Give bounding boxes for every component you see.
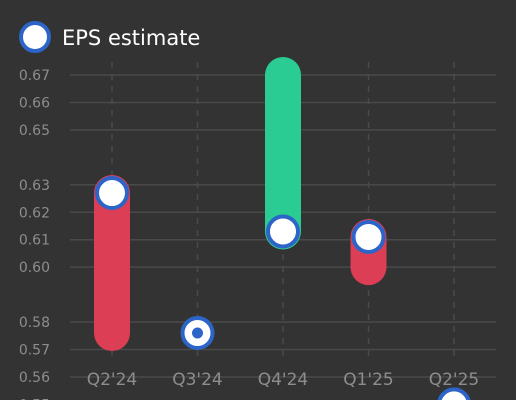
legend-marker (19, 21, 51, 53)
estimate-marker (351, 219, 386, 254)
y-tick-label: 0.60 (19, 260, 50, 276)
estimate-marker (266, 214, 300, 249)
x-tick-label: Q1'25 (343, 370, 394, 390)
x-axis: Q2'24 Q3'24 Q4'24 Q1'25 Q2'25 (87, 370, 480, 390)
range-bar (265, 57, 301, 250)
y-tick-label: 0.57 (19, 343, 50, 359)
y-tick-label: 0.58 (19, 315, 50, 331)
y-tick-label: 0.65 (19, 123, 50, 139)
y-tick-label: 0.63 (19, 178, 50, 194)
y-tick-label: 0.66 (19, 95, 50, 111)
estimate-marker (437, 387, 471, 400)
y-axis: 0.55 0.56 0.57 0.58 0.60 0.61 0.62 0.63 0.65 0.66… (19, 68, 50, 400)
estimate-markers (95, 176, 471, 400)
x-tick-label: Q2'24 (87, 370, 138, 390)
range-bar (94, 175, 130, 352)
legend: EPS estimate (19, 21, 200, 53)
y-tick-label: 0.56 (19, 370, 50, 386)
x-tick-label: Q3'24 (172, 370, 223, 390)
y-tick-label: 0.67 (19, 68, 50, 84)
estimate-marker-dot (192, 327, 203, 339)
range-bars (94, 57, 387, 352)
x-tick-label: Q4'24 (258, 370, 309, 390)
x-tick-label: Q2'25 (429, 370, 480, 390)
legend-label: EPS estimate (62, 26, 200, 50)
y-tick-label: 0.61 (19, 233, 50, 249)
y-tick-label: 0.55 (19, 397, 50, 400)
y-tick-label: 0.62 (19, 205, 50, 221)
estimate-marker (95, 176, 129, 211)
